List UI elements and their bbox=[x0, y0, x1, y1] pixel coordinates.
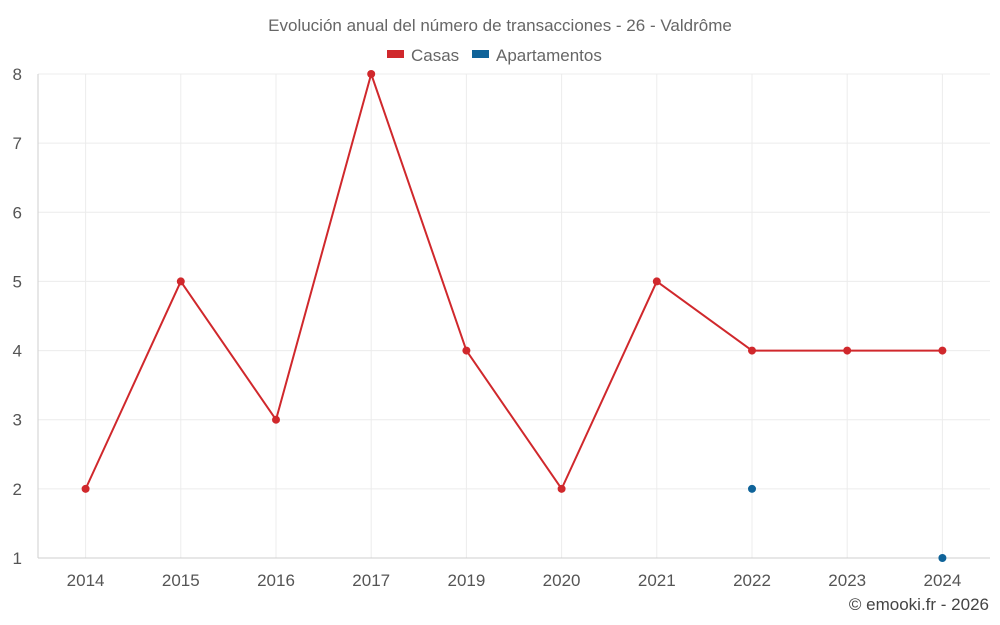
series bbox=[81, 70, 947, 562]
data-point-casas[interactable] bbox=[367, 70, 376, 78]
legend-item-casas[interactable]: Casas bbox=[387, 46, 459, 65]
gridlines bbox=[38, 73, 990, 558]
x-tick-label: 2016 bbox=[257, 571, 295, 590]
series-line-casas bbox=[84, 73, 943, 490]
x-tick-label: 2017 bbox=[352, 571, 390, 590]
data-point-casas[interactable] bbox=[557, 484, 566, 493]
y-tick-label: 1 bbox=[13, 549, 22, 568]
data-point-apartamentos[interactable] bbox=[938, 554, 947, 562]
data-point-casas[interactable] bbox=[81, 484, 90, 493]
y-tick-label: 4 bbox=[13, 342, 22, 361]
y-axis-ticks: 1 2 3 4 5 6 7 8 bbox=[13, 65, 22, 568]
y-tick-label: 8 bbox=[13, 65, 22, 84]
chart-title: Evolución anual del número de transaccio… bbox=[268, 16, 732, 35]
legend-swatch-casas bbox=[387, 50, 404, 58]
series-apartamentos bbox=[748, 484, 947, 562]
data-point-casas[interactable] bbox=[272, 415, 280, 424]
data-point-casas[interactable] bbox=[748, 346, 756, 355]
y-tick-label: 7 bbox=[13, 134, 22, 153]
legend-item-apartamentos[interactable]: Apartamentos bbox=[472, 46, 602, 65]
data-point-casas[interactable] bbox=[176, 277, 185, 286]
x-tick-label: 2021 bbox=[638, 571, 676, 590]
data-point-casas[interactable] bbox=[652, 277, 661, 286]
credit-text: © emooki.fr - 2026 bbox=[849, 595, 989, 614]
x-tick-label: 2014 bbox=[67, 571, 105, 590]
x-tick-label: 2019 bbox=[447, 571, 485, 590]
y-tick-label: 2 bbox=[13, 480, 22, 499]
x-tick-label: 2020 bbox=[543, 571, 581, 590]
legend: Casas Apartamentos bbox=[387, 46, 602, 65]
data-point-casas[interactable] bbox=[938, 346, 947, 355]
y-tick-label: 6 bbox=[13, 203, 22, 222]
legend-label-apartamentos: Apartamentos bbox=[496, 46, 602, 65]
x-tick-label: 2022 bbox=[733, 571, 771, 590]
y-tick-label: 5 bbox=[13, 272, 22, 291]
data-point-casas[interactable] bbox=[462, 346, 471, 355]
y-tick-label: 3 bbox=[13, 411, 22, 430]
x-tick-label: 2024 bbox=[923, 571, 961, 590]
axes bbox=[37, 74, 990, 559]
x-tick-label: 2015 bbox=[162, 571, 200, 590]
data-point-casas[interactable] bbox=[843, 346, 852, 355]
series-casas bbox=[81, 70, 947, 493]
data-point-apartamentos[interactable] bbox=[748, 484, 756, 493]
legend-swatch-apartamentos bbox=[472, 50, 489, 58]
x-axis-ticks: 2014 2015 2016 2017 2019 2020 2021 2022 2023 2024 bbox=[67, 571, 962, 590]
legend-label-casas: Casas bbox=[411, 46, 459, 65]
x-tick-label: 2023 bbox=[828, 571, 866, 590]
